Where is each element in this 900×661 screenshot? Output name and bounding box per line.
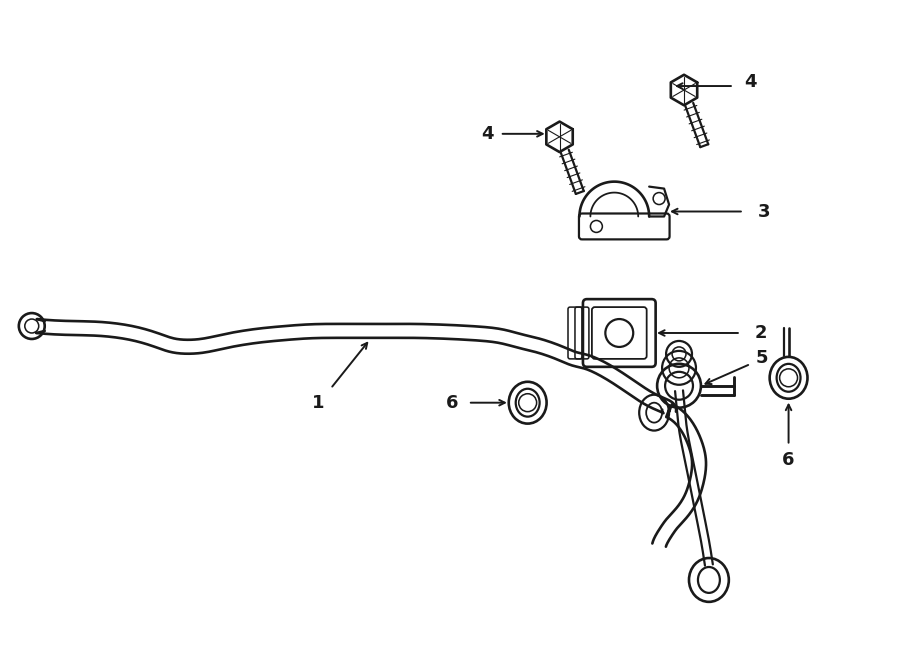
- Text: 6: 6: [782, 451, 795, 469]
- Text: 4: 4: [744, 73, 757, 91]
- Text: 6: 6: [446, 394, 458, 412]
- Text: 5: 5: [755, 349, 768, 367]
- Text: 2: 2: [754, 324, 767, 342]
- Text: 1: 1: [312, 394, 325, 412]
- Text: 4: 4: [482, 125, 494, 143]
- Text: 3: 3: [758, 202, 770, 221]
